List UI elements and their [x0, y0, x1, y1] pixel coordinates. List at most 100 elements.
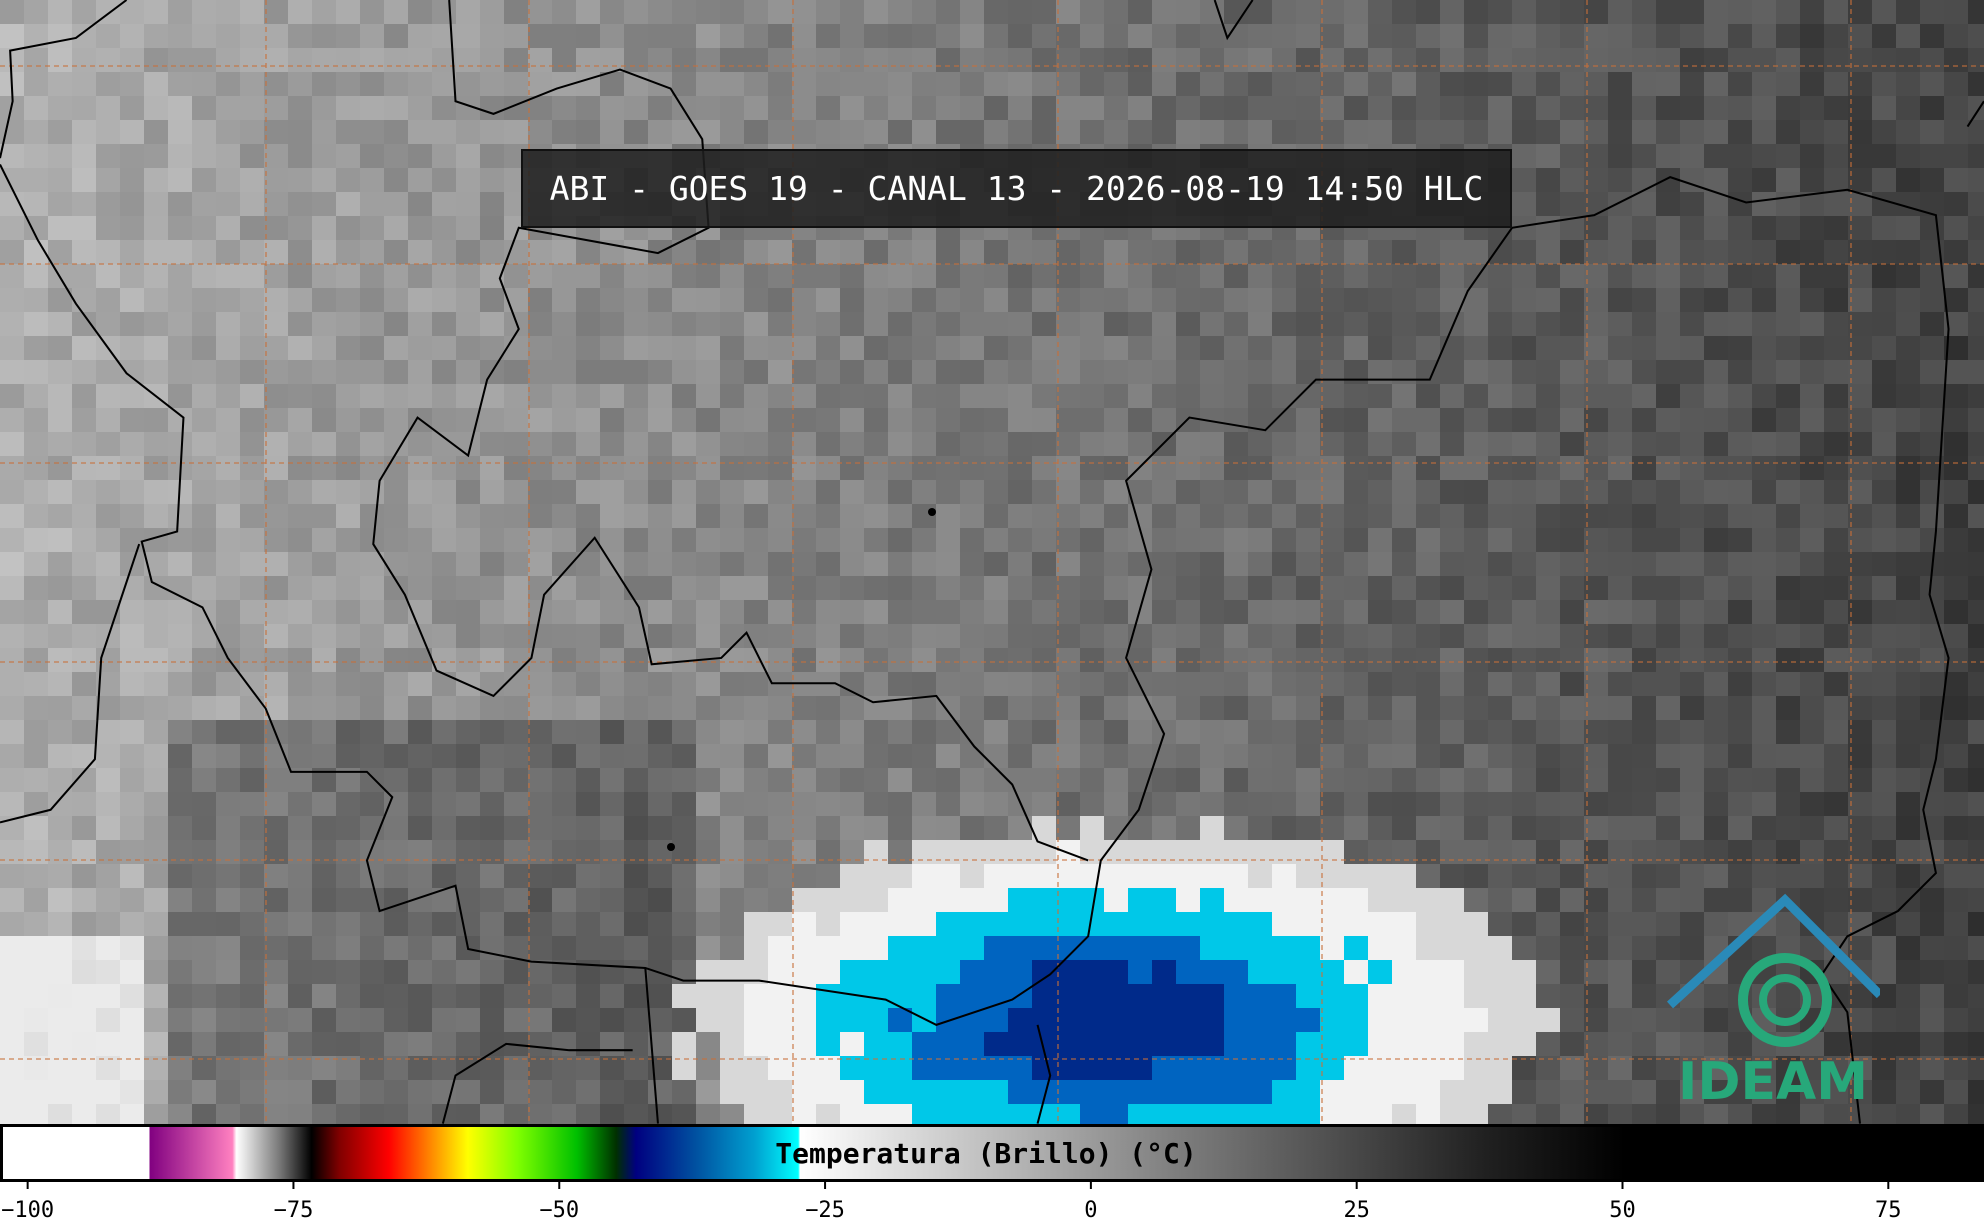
- pixel: [1464, 528, 1488, 552]
- pixel: [336, 672, 360, 696]
- pixel: [336, 696, 360, 720]
- pixel: [1032, 696, 1056, 720]
- pixel: [456, 192, 480, 216]
- pixel: [1176, 0, 1200, 24]
- pixel: [1536, 1008, 1560, 1032]
- pixel: [768, 696, 792, 720]
- pixel: [1320, 624, 1344, 648]
- pixel: [840, 288, 864, 312]
- pixel: [1608, 384, 1632, 408]
- pixel: [1800, 480, 1824, 504]
- pixel: [1056, 1104, 1080, 1124]
- pixel: [1272, 24, 1296, 48]
- pixel: [1056, 864, 1080, 888]
- pixel: [1728, 48, 1752, 72]
- pixel: [216, 888, 240, 912]
- pixel: [936, 456, 960, 480]
- pixel: [1320, 432, 1344, 456]
- pixel: [360, 384, 384, 408]
- pixel: [888, 528, 912, 552]
- pixel: [1896, 264, 1920, 288]
- pixel: [864, 960, 888, 984]
- pixel: [1752, 72, 1776, 96]
- pixel: [1608, 912, 1632, 936]
- pixel: [528, 432, 552, 456]
- pixel: [984, 1056, 1008, 1080]
- pixel: [1680, 24, 1704, 48]
- pixel: [1440, 864, 1464, 888]
- pixel: [0, 384, 24, 408]
- pixel: [1848, 792, 1872, 816]
- pixel: [408, 624, 432, 648]
- pixel: [1416, 0, 1440, 24]
- pixel: [1272, 792, 1296, 816]
- pixel: [240, 864, 264, 888]
- pixel: [48, 336, 72, 360]
- pixel: [24, 1080, 48, 1104]
- pixel: [864, 336, 888, 360]
- pixel: [1104, 888, 1128, 912]
- pixel: [840, 1104, 864, 1124]
- pixel: [672, 816, 696, 840]
- pixel: [1536, 408, 1560, 432]
- pixel: [336, 1008, 360, 1032]
- pixel: [528, 792, 552, 816]
- pixel: [360, 96, 384, 120]
- pixel: [816, 576, 840, 600]
- pixel: [1968, 336, 1984, 360]
- pixel: [1224, 1080, 1248, 1104]
- pixel: [960, 336, 984, 360]
- pixel: [840, 624, 864, 648]
- pixel: [1848, 240, 1872, 264]
- pixel: [1560, 384, 1584, 408]
- pixel: [288, 312, 312, 336]
- pixel: [1320, 1104, 1344, 1124]
- pixel: [168, 1032, 192, 1056]
- pixel: [1368, 816, 1392, 840]
- pixel: [1584, 1104, 1608, 1124]
- pixel: [696, 1080, 720, 1104]
- pixel: [744, 24, 768, 48]
- pixel: [1392, 1008, 1416, 1032]
- pixel: [528, 264, 552, 288]
- pixel: [888, 672, 912, 696]
- pixel: [72, 96, 96, 120]
- pixel: [432, 1032, 456, 1056]
- pixel: [1560, 312, 1584, 336]
- pixel: [984, 312, 1008, 336]
- pixel: [1752, 24, 1776, 48]
- pixel: [1968, 312, 1984, 336]
- pixel: [1680, 528, 1704, 552]
- pixel: [960, 960, 984, 984]
- pixel: [480, 216, 504, 240]
- pixel: [576, 864, 600, 888]
- pixel: [1872, 1104, 1896, 1124]
- pixel: [1512, 672, 1536, 696]
- pixel: [1632, 1104, 1656, 1124]
- pixel: [600, 72, 624, 96]
- pixel: [192, 504, 216, 528]
- pixel: [288, 408, 312, 432]
- pixel: [936, 864, 960, 888]
- pixel: [312, 336, 336, 360]
- pixel: [1608, 48, 1632, 72]
- pixel: [120, 144, 144, 168]
- pixel: [216, 624, 240, 648]
- pixel: [1368, 96, 1392, 120]
- pixel: [288, 168, 312, 192]
- pixel: [1728, 120, 1752, 144]
- pixel: [1464, 504, 1488, 528]
- pixel: [72, 0, 96, 24]
- pixel: [384, 864, 408, 888]
- pixel: [1032, 1008, 1056, 1032]
- pixel: [456, 264, 480, 288]
- pixel: [456, 240, 480, 264]
- pixel: [648, 480, 672, 504]
- pixel: [120, 408, 144, 432]
- pixel: [1560, 1008, 1584, 1032]
- pixel: [168, 984, 192, 1008]
- pixel: [216, 768, 240, 792]
- pixel: [1632, 120, 1656, 144]
- pixel: [1608, 1080, 1632, 1104]
- pixel: [984, 696, 1008, 720]
